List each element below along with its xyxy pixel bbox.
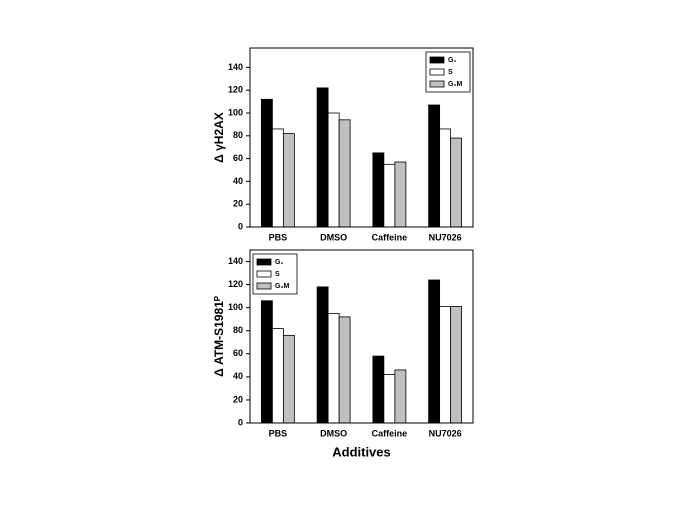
- y-tick-label: 100: [228, 302, 243, 312]
- y-tick-label: 60: [233, 153, 243, 163]
- x-tick-label: DMSO: [320, 428, 347, 438]
- y-tick-label: 20: [233, 394, 243, 404]
- y-axis-label: Δ ATM-S1981ᴾ: [212, 296, 226, 377]
- y-axis-label: Δ γH2AX: [212, 112, 226, 163]
- bar: [282, 334, 295, 424]
- y-tick-label: 120: [228, 85, 243, 95]
- y-tick-label: 120: [228, 279, 243, 289]
- legend-label: G₂M: [448, 81, 463, 88]
- y-tick-label: 20: [233, 199, 243, 209]
- legend-label: G₁: [448, 57, 456, 64]
- x-axis-label: Additives: [332, 444, 391, 459]
- bar: [327, 313, 340, 424]
- x-tick-label: DMSO: [320, 232, 347, 242]
- x-tick-label: NU7026: [429, 428, 462, 438]
- bar: [316, 286, 329, 424]
- bar: [271, 128, 284, 228]
- bar: [450, 137, 463, 228]
- bar: [383, 374, 396, 424]
- y-tick-label: 80: [233, 130, 243, 140]
- bar: [394, 369, 407, 424]
- legend-label: G₁: [275, 259, 283, 266]
- bar: [439, 306, 452, 424]
- y-tick-label: 140: [228, 62, 243, 72]
- plot-frame: [249, 249, 474, 424]
- x-tick-label: PBS: [269, 428, 288, 438]
- x-tick-label: NU7026: [429, 232, 462, 242]
- x-tick-label: Caffeine: [372, 428, 408, 438]
- y-tick-label: 0: [238, 417, 243, 427]
- y-tick-label: 0: [238, 221, 243, 231]
- legend-swatch: [256, 258, 272, 266]
- y-tick-label: 100: [228, 107, 243, 117]
- legend-swatch: [256, 282, 272, 290]
- bar: [260, 98, 273, 228]
- legend-swatch: [429, 80, 445, 88]
- y-tick-label: 40: [233, 176, 243, 186]
- legend-swatch: [429, 68, 445, 76]
- y-tick-label: 80: [233, 325, 243, 335]
- y-tick-label: 40: [233, 371, 243, 381]
- bar: [383, 163, 396, 228]
- bar: [439, 128, 452, 228]
- legend-label: S: [448, 69, 453, 76]
- bar: [372, 152, 385, 228]
- x-tick-label: PBS: [269, 232, 288, 242]
- legend-label: G₂M: [275, 283, 290, 290]
- y-tick-label: 140: [228, 256, 243, 266]
- bar: [260, 300, 273, 424]
- bar: [338, 119, 351, 228]
- bar: [338, 316, 351, 424]
- bar: [450, 306, 463, 424]
- y-tick-label: 60: [233, 348, 243, 358]
- bar: [271, 328, 284, 424]
- bar: [428, 104, 441, 228]
- bar: [428, 279, 441, 424]
- legend-swatch: [256, 270, 272, 278]
- legend-swatch: [429, 56, 445, 64]
- plot-frame: [249, 47, 474, 228]
- x-tick-label: Caffeine: [372, 232, 408, 242]
- bar: [316, 87, 329, 228]
- bar: [394, 161, 407, 228]
- bar: [282, 133, 295, 228]
- legend-label: S: [275, 271, 280, 278]
- bar: [372, 355, 385, 424]
- bar: [327, 112, 340, 228]
